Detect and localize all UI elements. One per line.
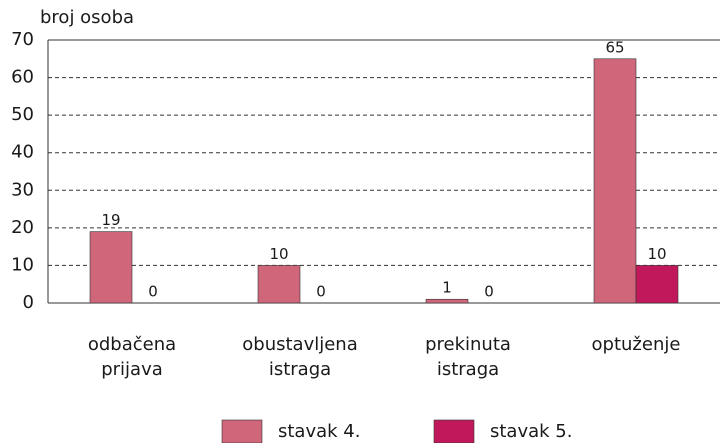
value-label: 0 — [148, 283, 158, 301]
bar — [635, 265, 679, 304]
y-tick-label: 70 — [11, 29, 34, 50]
value-label: 10 — [647, 245, 666, 263]
value-label: 65 — [605, 38, 624, 56]
bar — [89, 231, 133, 304]
y-tick-label: 10 — [11, 254, 34, 275]
y-tick-label: 60 — [11, 67, 34, 88]
value-label: 19 — [101, 211, 120, 229]
x-tick-label: prekinuta istraga — [425, 334, 511, 380]
bar — [425, 298, 469, 304]
legend-swatch — [433, 419, 475, 443]
legend-swatch — [221, 419, 263, 443]
x-tick-label: odbačena prijava — [88, 334, 176, 380]
value-label: 0 — [484, 283, 494, 301]
y-tick-label: 50 — [11, 104, 34, 125]
bar — [593, 58, 637, 304]
value-label: 0 — [316, 283, 326, 301]
y-tick-label: 30 — [11, 179, 34, 200]
legend-label: stavak 5. — [490, 421, 572, 442]
y-tick-label: 20 — [11, 217, 34, 238]
x-tick-label: obustavljena istraga — [242, 334, 357, 380]
x-tick-label: optuženje — [592, 334, 681, 355]
legend-label: stavak 4. — [278, 421, 360, 442]
y-axis-label: broj osoba — [40, 7, 134, 28]
value-label: 10 — [269, 245, 288, 263]
y-tick-label: 40 — [11, 142, 34, 163]
value-label: 1 — [442, 279, 452, 297]
y-tick-label: 0 — [23, 292, 34, 313]
bar — [257, 265, 301, 304]
